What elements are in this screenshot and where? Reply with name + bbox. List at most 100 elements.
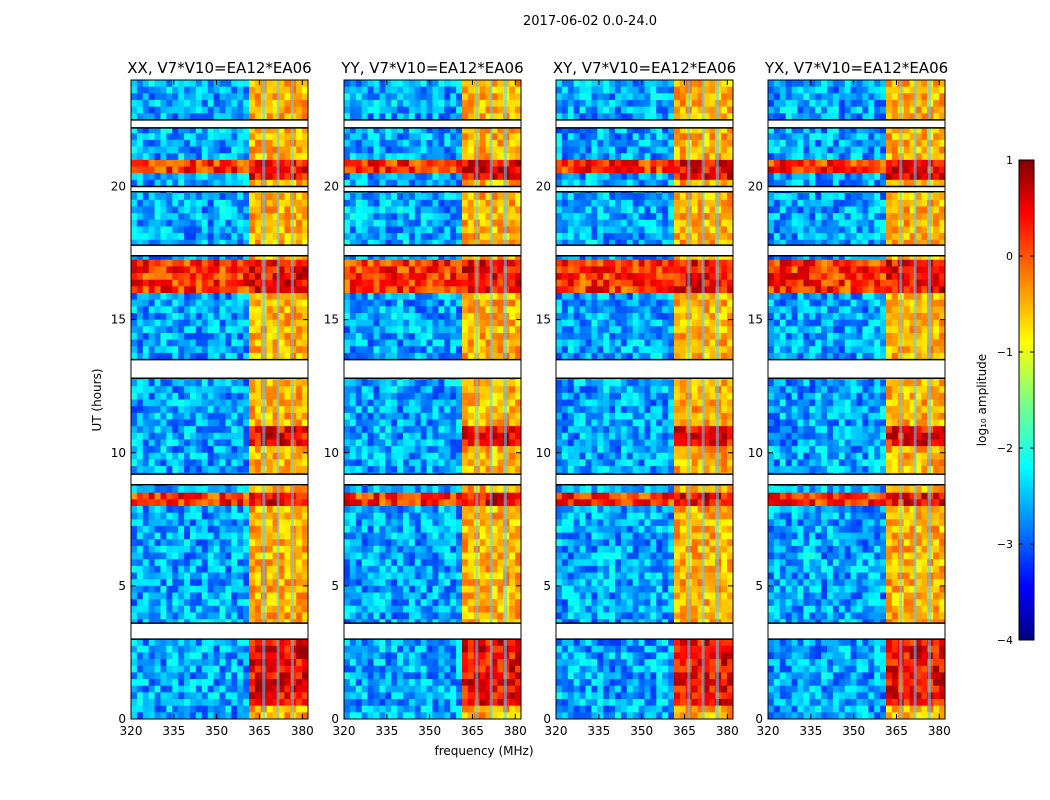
heatmap-cell — [225, 486, 232, 494]
heatmap-cell — [408, 253, 416, 261]
heatmap-cell — [172, 552, 179, 560]
heatmap-cell — [172, 672, 179, 680]
heatmap-cell — [462, 406, 469, 414]
heatmap-cell — [467, 146, 475, 154]
heatmap-cell — [467, 86, 475, 94]
heatmap-cell — [219, 326, 226, 334]
heatmap-cell — [278, 399, 285, 407]
heatmap-cell — [172, 685, 179, 693]
heatmap-cell — [479, 133, 486, 141]
heatmap-cell — [172, 412, 179, 420]
heatmap-cell — [414, 519, 422, 527]
heatmap-cell — [231, 253, 238, 261]
flagged-band — [131, 119, 308, 128]
heatmap-cell — [207, 532, 214, 540]
heatmap-cell — [408, 219, 416, 227]
heatmap-cell — [397, 206, 404, 214]
heatmap-cell — [444, 259, 451, 267]
heatmap-cell — [237, 639, 244, 647]
heatmap-cell — [456, 519, 463, 527]
heatmap-cell — [397, 273, 404, 281]
heatmap-cell — [172, 226, 179, 234]
heatmap-cell — [509, 525, 516, 534]
heatmap-cell — [254, 639, 262, 647]
heatmap-cell — [385, 326, 392, 334]
heatmap-cell — [207, 386, 214, 394]
heatmap-cell — [509, 273, 516, 281]
heatmap-cell — [355, 306, 363, 314]
heatmap-cell — [190, 153, 197, 161]
heatmap-cell — [456, 452, 463, 460]
heatmap-cell — [296, 213, 303, 221]
heatmap-cell — [142, 80, 150, 88]
heatmap-cell — [148, 193, 155, 201]
heatmap-cell — [243, 652, 250, 660]
heatmap-cell — [373, 166, 380, 174]
heatmap-cell — [195, 106, 203, 114]
heatmap-cell — [462, 386, 469, 394]
heatmap-cell — [373, 346, 380, 354]
heatmap-cell — [160, 173, 167, 181]
heatmap-cell — [219, 126, 226, 134]
heatmap-cell — [278, 339, 285, 347]
heatmap-cell — [391, 153, 398, 161]
heatmap-cell — [450, 399, 457, 407]
heatmap-cell — [231, 592, 238, 600]
heatmap-cell — [296, 426, 303, 434]
heatmap-cell — [278, 565, 285, 573]
heatmap-cell — [254, 273, 262, 281]
heatmap-cell — [485, 492, 492, 500]
heatmap-cell — [225, 592, 232, 600]
heatmap-cell — [509, 166, 516, 174]
heatmap-cell — [408, 106, 416, 114]
heatmap-cell — [444, 93, 451, 101]
heatmap-cell — [254, 685, 262, 693]
heatmap-cell — [131, 166, 138, 174]
heatmap-cell — [243, 213, 250, 221]
heatmap-cell — [172, 139, 179, 147]
heatmap-cell — [160, 439, 167, 447]
heatmap-cell — [385, 386, 392, 394]
heatmap-cell — [432, 446, 439, 454]
heatmap-cell — [349, 532, 357, 540]
heatmap-cell — [249, 352, 256, 360]
heatmap-cell — [178, 672, 185, 680]
heatmap-cell — [154, 86, 161, 94]
heatmap-cell — [178, 699, 185, 707]
heatmap-cell — [272, 499, 279, 507]
heatmap-cell — [160, 339, 167, 347]
heatmap-cell — [237, 193, 244, 201]
heatmap-cell — [142, 392, 150, 400]
heatmap-cell — [195, 466, 203, 474]
heatmap-cell — [450, 379, 457, 387]
heatmap-cell — [237, 459, 244, 467]
heatmap-cell — [467, 159, 475, 167]
heatmap-cell — [231, 692, 238, 700]
heatmap-cell — [237, 439, 244, 447]
heatmap-cell — [450, 446, 457, 454]
heatmap-cell — [266, 299, 273, 307]
heatmap-cell — [438, 279, 445, 287]
heatmap-cell — [497, 432, 504, 440]
heatmap-cell — [272, 532, 279, 540]
heatmap-cell — [278, 525, 285, 534]
heatmap-cell — [166, 219, 173, 227]
heatmap-cell — [131, 213, 138, 221]
heatmap-cell — [397, 386, 404, 394]
heatmap-cell — [379, 153, 386, 161]
heatmap-cell — [154, 419, 161, 427]
heatmap-cell — [231, 339, 238, 347]
heatmap-cell — [373, 113, 380, 121]
heatmap-cell — [272, 592, 279, 600]
heatmap-cell — [349, 446, 357, 454]
heatmap-cell — [231, 466, 238, 474]
heatmap-cell — [349, 213, 357, 221]
heatmap-cell — [178, 559, 185, 567]
heatmap-cell — [438, 139, 445, 147]
heatmap-cell — [266, 672, 273, 680]
heatmap-cell — [154, 153, 161, 161]
heatmap-cell — [190, 392, 197, 400]
heatmap-cell — [296, 106, 303, 114]
heatmap-cell — [243, 273, 250, 281]
heatmap-cell — [426, 352, 433, 360]
